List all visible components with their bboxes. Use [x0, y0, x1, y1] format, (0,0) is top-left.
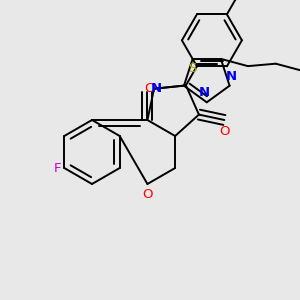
Text: O: O	[144, 82, 155, 95]
Text: O: O	[142, 188, 153, 201]
Text: N: N	[226, 70, 237, 83]
Text: N: N	[199, 86, 210, 99]
Text: N: N	[151, 82, 162, 95]
Text: S: S	[188, 62, 197, 75]
Text: O: O	[219, 125, 230, 138]
Text: F: F	[54, 161, 61, 175]
